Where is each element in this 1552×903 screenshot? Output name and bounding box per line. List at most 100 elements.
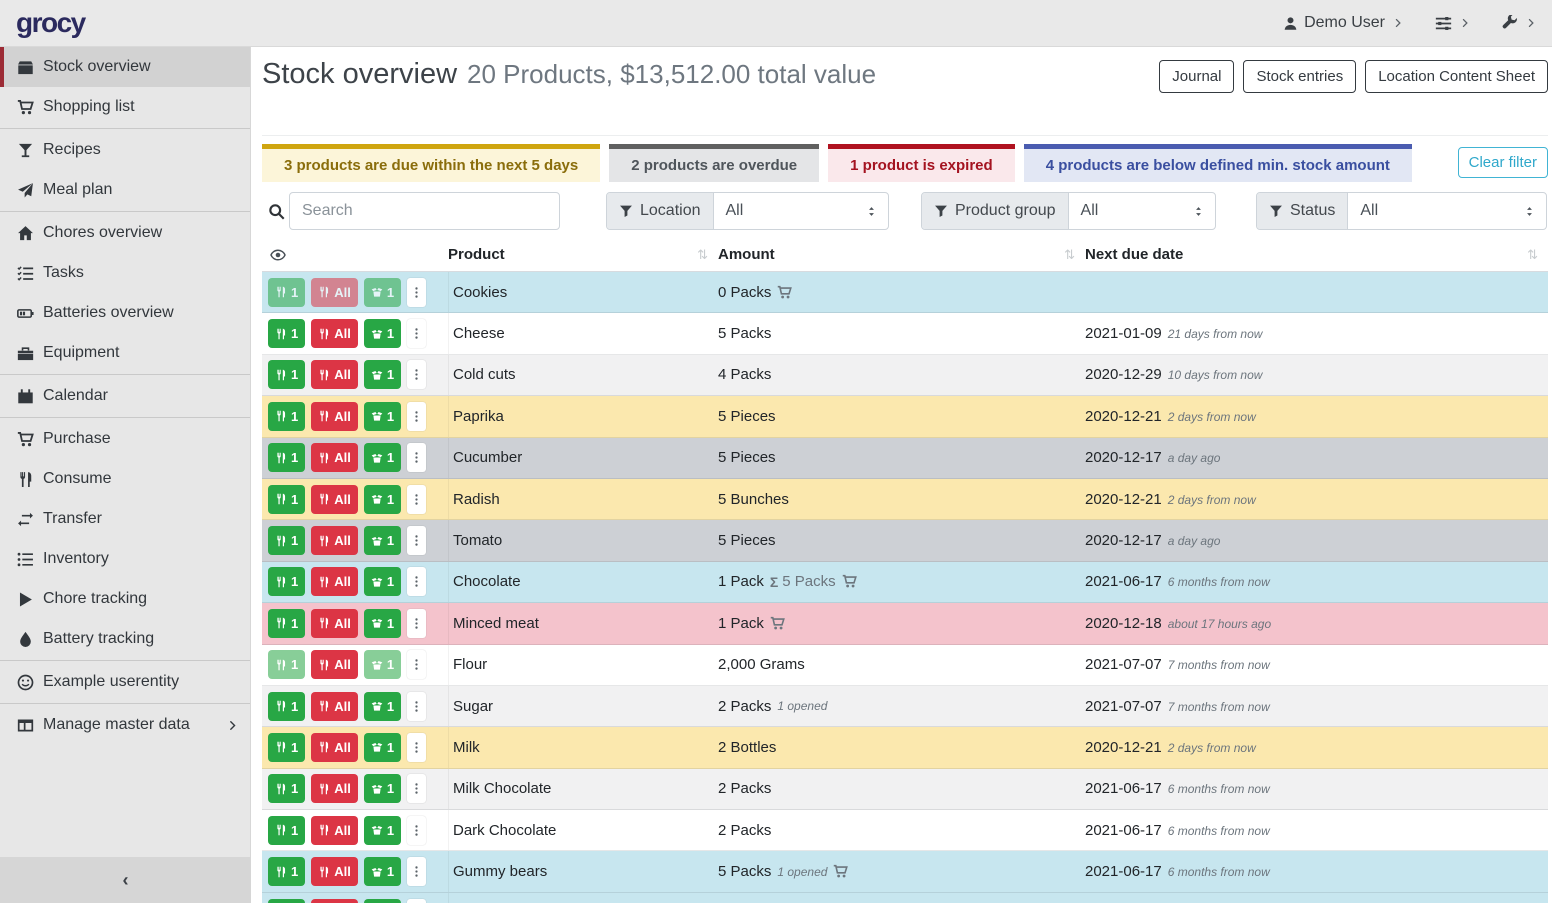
consume-one-button[interactable]: 1 — [268, 319, 306, 349]
row-menu-button[interactable] — [407, 526, 427, 556]
banner-below-min-stock[interactable]: 4 products are below defined min. stock … — [1023, 144, 1412, 182]
consume-one-button[interactable]: 1 — [268, 650, 306, 680]
consume-one-button[interactable]: 1 — [268, 443, 306, 473]
banner-due-soon[interactable]: 3 products are due within the next 5 day… — [262, 144, 601, 182]
row-menu-button[interactable] — [407, 815, 427, 845]
consume-one-button[interactable]: 1 — [268, 567, 306, 597]
consume-one-button[interactable]: 1 — [268, 526, 306, 556]
consume-one-button[interactable]: 1 — [268, 691, 306, 721]
sidebar-item-meal-plan[interactable]: Meal plan — [0, 170, 250, 210]
consume-all-button[interactable]: All — [311, 650, 358, 680]
open-one-button[interactable]: 1 — [363, 898, 402, 903]
consume-one-button[interactable]: 1 — [268, 774, 306, 804]
open-one-button[interactable]: 1 — [363, 732, 402, 762]
consume-one-button[interactable]: 1 — [268, 815, 306, 845]
consume-all-button[interactable]: All — [311, 526, 358, 556]
row-menu-button[interactable] — [407, 774, 427, 804]
row-menu-button[interactable] — [407, 401, 427, 431]
banner-overdue[interactable]: 2 products are overdue — [609, 144, 820, 182]
consume-one-button[interactable]: 1 — [268, 360, 306, 390]
consume-all-button[interactable]: All — [311, 319, 358, 349]
location-select[interactable]: All — [714, 193, 889, 229]
sidebar-item-recipes[interactable]: Recipes — [0, 130, 250, 170]
consume-one-button[interactable]: 1 — [268, 484, 306, 514]
row-menu-button[interactable] — [407, 857, 427, 887]
consume-all-button[interactable]: All — [311, 732, 358, 762]
open-one-button[interactable]: 1 — [363, 360, 402, 390]
sidebar-item-chore-tracking[interactable]: Chore tracking — [0, 579, 250, 619]
user-menu[interactable]: Demo User — [1283, 14, 1403, 32]
row-menu-button[interactable] — [407, 650, 427, 680]
consume-all-button[interactable]: All — [311, 277, 358, 307]
row-menu-button[interactable] — [407, 898, 427, 903]
open-one-button[interactable]: 1 — [363, 815, 402, 845]
open-one-button[interactable]: 1 — [363, 443, 402, 473]
open-one-button[interactable]: 1 — [363, 401, 402, 431]
sidebar-item-shopping-list[interactable]: Shopping list — [0, 87, 250, 127]
consume-all-button[interactable]: All — [311, 360, 358, 390]
admin-menu[interactable] — [1502, 15, 1536, 31]
sidebar-item-calendar[interactable]: Calendar — [0, 376, 250, 416]
open-one-button[interactable]: 1 — [363, 857, 402, 887]
row-menu-button[interactable] — [407, 484, 427, 514]
product-group-select[interactable]: All — [1069, 193, 1215, 229]
open-one-button[interactable]: 1 — [363, 277, 402, 307]
open-one-button[interactable]: 1 — [363, 567, 402, 597]
open-one-button[interactable]: 1 — [363, 608, 402, 638]
search-input[interactable] — [289, 192, 560, 230]
open-one-button[interactable]: 1 — [363, 691, 402, 721]
open-one-button[interactable]: 1 — [363, 526, 402, 556]
sidebar-item-transfer[interactable]: Transfer — [0, 499, 250, 539]
consume-all-button[interactable]: All — [311, 857, 358, 887]
consume-all-button[interactable]: All — [311, 691, 358, 721]
sidebar-collapse-button[interactable]: ‹ — [0, 857, 251, 903]
settings-menu[interactable] — [1435, 15, 1470, 32]
sidebar-item-chores-overview[interactable]: Chores overview — [0, 213, 250, 253]
sidebar-item-consume[interactable]: Consume — [0, 459, 250, 499]
row-menu-button[interactable] — [407, 608, 427, 638]
consume-all-button[interactable]: All — [311, 815, 358, 845]
banner-expired[interactable]: 1 product is expired — [828, 144, 1015, 182]
consume-all-button[interactable]: All — [311, 443, 358, 473]
consume-one-button[interactable]: 1 — [268, 277, 306, 307]
sidebar-item-example-userentity[interactable]: Example userentity — [0, 662, 250, 702]
sidebar-item-tasks[interactable]: Tasks — [0, 253, 250, 293]
open-one-button[interactable]: 1 — [363, 774, 402, 804]
status-select[interactable]: All — [1348, 193, 1546, 229]
row-menu-button[interactable] — [407, 567, 427, 597]
product-column-header[interactable]: Product ⇅ — [448, 238, 718, 271]
sidebar-item-batteries-overview[interactable]: Batteries overview — [0, 293, 250, 333]
consume-one-button[interactable]: 1 — [268, 898, 306, 903]
clear-filter-button[interactable]: Clear filter — [1457, 147, 1548, 178]
row-menu-button[interactable] — [407, 732, 427, 762]
row-menu-button[interactable] — [407, 443, 427, 473]
consume-all-button[interactable]: All — [311, 401, 358, 431]
journal-button[interactable]: Journal — [1159, 60, 1235, 93]
consume-one-button[interactable]: 1 — [268, 857, 306, 887]
consume-all-button[interactable]: All — [311, 774, 358, 804]
sidebar-item-purchase[interactable]: Purchase — [0, 419, 250, 459]
sidebar-item-manage-master-data[interactable]: Manage master data — [0, 705, 250, 745]
sidebar-item-stock-overview[interactable]: Stock overview — [0, 47, 250, 87]
next-due-date-column-header[interactable]: Next due date ⇅ — [1085, 238, 1548, 271]
open-one-button[interactable]: 1 — [363, 319, 402, 349]
consume-one-button[interactable]: 1 — [268, 401, 306, 431]
row-menu-button[interactable] — [407, 360, 427, 390]
open-one-button[interactable]: 1 — [363, 650, 402, 680]
open-one-button[interactable]: 1 — [363, 484, 402, 514]
consume-all-button[interactable]: All — [311, 608, 358, 638]
consume-all-button[interactable]: All — [311, 898, 358, 903]
row-menu-button[interactable] — [407, 319, 427, 349]
consume-one-button[interactable]: 1 — [268, 608, 306, 638]
sidebar-item-equipment[interactable]: Equipment — [0, 333, 250, 373]
amount-column-header[interactable]: Amount ⇅ — [718, 238, 1085, 271]
location-content-sheet-button[interactable]: Location Content Sheet — [1365, 60, 1548, 93]
row-menu-button[interactable] — [407, 691, 427, 721]
consume-all-button[interactable]: All — [311, 484, 358, 514]
sidebar-item-battery-tracking[interactable]: Battery tracking — [0, 619, 250, 659]
row-menu-button[interactable] — [407, 277, 427, 307]
consume-all-button[interactable]: All — [311, 567, 358, 597]
stock-entries-button[interactable]: Stock entries — [1243, 60, 1357, 93]
sidebar-item-inventory[interactable]: Inventory — [0, 539, 250, 579]
consume-one-button[interactable]: 1 — [268, 732, 306, 762]
